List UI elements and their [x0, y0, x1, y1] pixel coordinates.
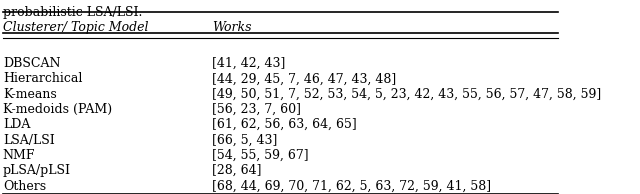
Text: [28, 64]: [28, 64]	[212, 164, 262, 177]
Text: pLSA/pLSI: pLSA/pLSI	[3, 164, 71, 177]
Text: [41, 42, 43]: [41, 42, 43]	[212, 57, 285, 70]
Text: [66, 5, 43]: [66, 5, 43]	[212, 134, 278, 147]
Text: LSA/LSI: LSA/LSI	[3, 134, 54, 147]
Text: LDA: LDA	[3, 118, 30, 131]
Text: [54, 55, 59, 67]: [54, 55, 59, 67]	[212, 149, 308, 162]
Text: probabilistic LSA/LSI.: probabilistic LSA/LSI.	[3, 6, 142, 19]
Text: [49, 50, 51, 7, 52, 53, 54, 5, 23, 42, 43, 55, 56, 57, 47, 58, 59]: [49, 50, 51, 7, 52, 53, 54, 5, 23, 42, 4…	[212, 88, 602, 101]
Text: Clusterer/ Topic Model: Clusterer/ Topic Model	[3, 22, 148, 35]
Text: [61, 62, 56, 63, 64, 65]: [61, 62, 56, 63, 64, 65]	[212, 118, 357, 131]
Text: NMF: NMF	[3, 149, 35, 162]
Text: K-means: K-means	[3, 88, 56, 101]
Text: Others: Others	[3, 179, 46, 192]
Text: [56, 23, 7, 60]: [56, 23, 7, 60]	[212, 103, 301, 116]
Text: K-medoids (PAM): K-medoids (PAM)	[3, 103, 112, 116]
Text: [68, 44, 69, 70, 71, 62, 5, 63, 72, 59, 41, 58]: [68, 44, 69, 70, 71, 62, 5, 63, 72, 59, …	[212, 179, 492, 192]
Text: Hierarchical: Hierarchical	[3, 72, 82, 85]
Text: Works: Works	[212, 22, 252, 35]
Text: DBSCAN: DBSCAN	[3, 57, 60, 70]
Text: [44, 29, 45, 7, 46, 47, 43, 48]: [44, 29, 45, 7, 46, 47, 43, 48]	[212, 72, 396, 85]
